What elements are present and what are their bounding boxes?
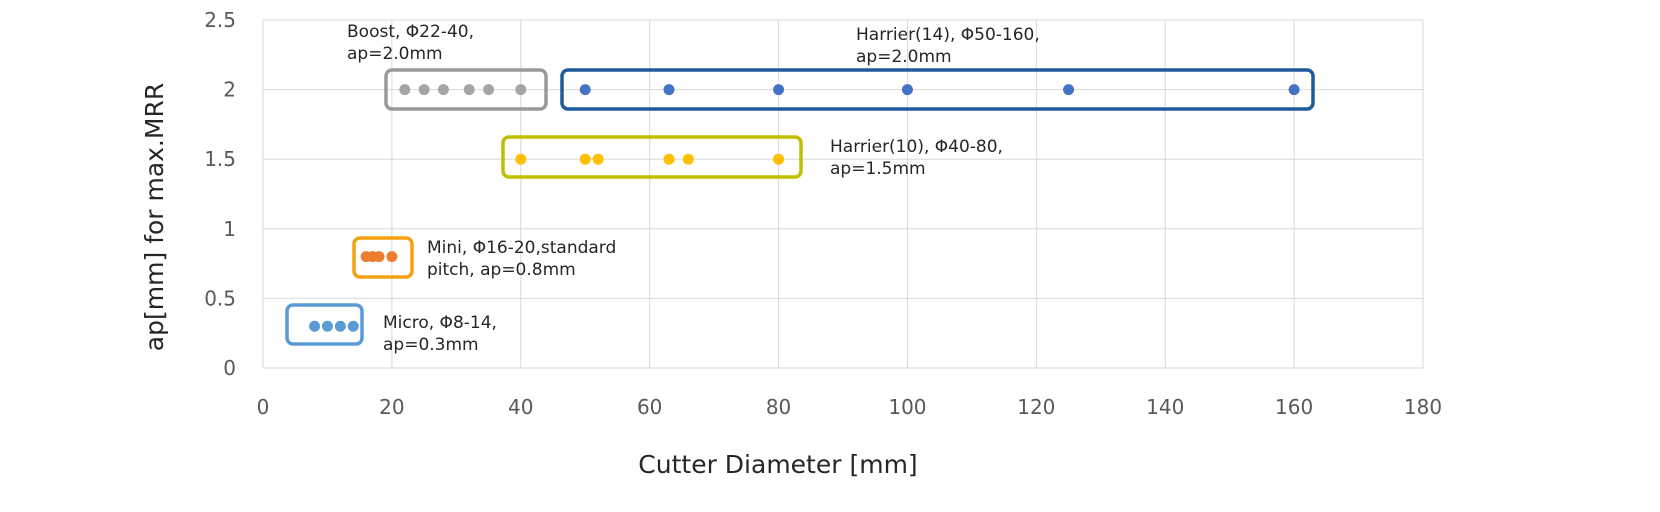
annotation: Micro, Φ8-14, [383, 313, 497, 333]
x-tick-label: 0 [257, 395, 270, 419]
annotation: pitch, ap=0.8mm [427, 260, 576, 280]
point [386, 251, 398, 263]
point [399, 84, 411, 96]
y-tick-label: 2.5 [204, 8, 236, 32]
point [682, 153, 694, 165]
point [437, 84, 449, 96]
annotation: Mini, Φ16-20,standard [427, 238, 616, 258]
point [347, 320, 359, 332]
x-tick-label: 180 [1404, 395, 1442, 419]
point [515, 153, 527, 165]
point [901, 84, 913, 96]
point [334, 320, 346, 332]
x-tick-label: 80 [766, 395, 791, 419]
annotation: Boost, Φ22-40, [347, 22, 474, 42]
y-tick-label: 0.5 [204, 286, 236, 310]
x-tick-label: 40 [508, 395, 533, 419]
point [663, 84, 675, 96]
annotation: ap=0.3mm [383, 335, 479, 355]
group-box [384, 68, 548, 111]
x-tick-label: 20 [379, 395, 404, 419]
group-box [501, 135, 803, 179]
y-tick-label: 0 [223, 356, 236, 380]
x-tick-label: 120 [1017, 395, 1055, 419]
annotation: Harrier(14), Φ50-160, [856, 25, 1040, 45]
point [321, 320, 333, 332]
x-tick-label: 100 [888, 395, 926, 419]
y-tick-label: 1.5 [204, 147, 236, 171]
group-box [560, 68, 1315, 111]
x-tick-label: 140 [1146, 395, 1184, 419]
group-box [352, 236, 414, 279]
x-tick-label: 160 [1275, 395, 1313, 419]
point [309, 320, 321, 332]
point [463, 84, 475, 96]
point [515, 84, 527, 96]
annotation: ap=1.5mm [830, 159, 926, 179]
point [1288, 84, 1300, 96]
annotation: Harrier(10), Φ40-80, [830, 137, 1003, 157]
annotation: ap=2.0mm [856, 47, 952, 67]
point [773, 153, 785, 165]
y-axis-title: ap[mm] for max.MRR [140, 83, 169, 351]
point [592, 153, 604, 165]
point [483, 84, 495, 96]
point [579, 153, 591, 165]
point [773, 84, 785, 96]
point [663, 153, 675, 165]
x-axis-title: Cutter Diameter [mm] [638, 450, 917, 479]
point [373, 251, 385, 263]
y-tick-label: 1 [223, 217, 236, 241]
point [418, 84, 430, 96]
x-tick-label: 60 [637, 395, 662, 419]
annotation: ap=2.0mm [347, 44, 443, 64]
point [1063, 84, 1075, 96]
group-box [285, 303, 364, 346]
point [579, 84, 591, 96]
y-tick-label: 2 [223, 78, 236, 102]
